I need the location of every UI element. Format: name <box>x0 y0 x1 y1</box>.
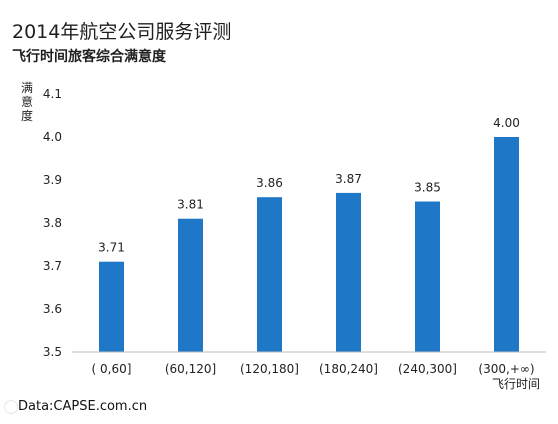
page-title: 2014年航空公司服务评测 <box>12 21 232 43</box>
y-tick-label: 3.7 <box>43 259 62 273</box>
bar <box>336 192 361 352</box>
bar <box>415 201 440 352</box>
y-tick-label: 3.8 <box>43 216 62 230</box>
bar-value-label: 3.86 <box>256 176 283 190</box>
y-axis-title-char: 度 <box>21 108 33 123</box>
bar <box>257 197 282 352</box>
y-tick-label: 3.9 <box>43 173 62 187</box>
x-category-label: (180,240] <box>319 362 378 376</box>
bar <box>99 261 124 352</box>
bar-series <box>99 137 519 352</box>
page-subtitle: 飞行时间旅客综合满意度 <box>12 49 166 65</box>
x-category-label: (300,+∞) <box>478 362 534 376</box>
y-axis-title-char: 意 <box>21 94 33 109</box>
watermark-icon <box>4 400 18 414</box>
x-category-label: (60,120] <box>165 362 216 376</box>
value-labels: 3.71 3.81 3.86 3.87 3.85 4.00 <box>98 116 520 255</box>
bar-value-label: 3.81 <box>177 198 204 212</box>
bar-value-label: 3.71 <box>98 241 125 255</box>
y-axis-title: 满意度 <box>21 81 33 123</box>
y-tick-label: 3.6 <box>43 302 62 316</box>
x-category-label: (120,180] <box>240 362 299 376</box>
bar-value-label: 3.85 <box>414 181 441 195</box>
bar-value-label: 3.87 <box>335 172 362 186</box>
y-tick-label: 3.5 <box>43 345 62 359</box>
y-tick-label: 4.1 <box>43 87 62 101</box>
y-axis-title-char: 满 <box>21 81 33 95</box>
bar <box>178 218 203 352</box>
x-category-label: ( 0,60] <box>92 362 132 376</box>
bar <box>494 137 519 352</box>
x-category-label: (240,300] <box>398 362 457 376</box>
y-tick-label: 4.0 <box>43 130 62 144</box>
data-source: Data:CAPSE.com.cn <box>18 399 148 414</box>
bar-value-label: 4.00 <box>493 116 520 130</box>
category-labels: ( 0,60] (60,120] (120,180] (180,240] (240,30… <box>92 362 535 376</box>
y-axis-labels: 3.5 3.6 3.7 3.8 3.9 4.0 4.1 <box>43 87 62 359</box>
x-axis-title: 飞行时间 <box>492 377 540 391</box>
